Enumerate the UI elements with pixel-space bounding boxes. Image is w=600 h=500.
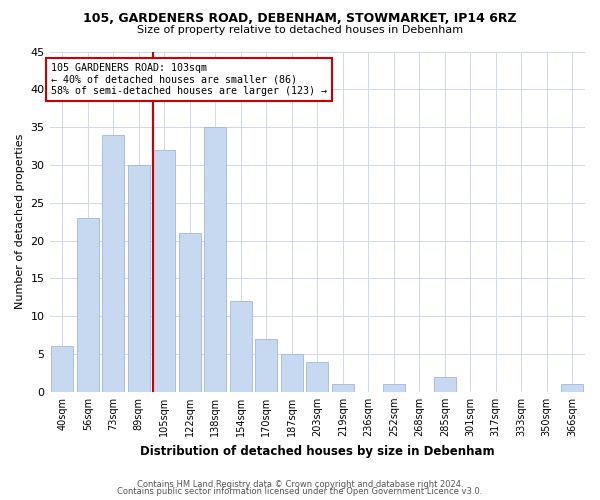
Text: 105, GARDENERS ROAD, DEBENHAM, STOWMARKET, IP14 6RZ: 105, GARDENERS ROAD, DEBENHAM, STOWMARKE… bbox=[83, 12, 517, 26]
Bar bbox=[307, 362, 328, 392]
Text: 105 GARDENERS ROAD: 103sqm
← 40% of detached houses are smaller (86)
58% of semi: 105 GARDENERS ROAD: 103sqm ← 40% of deta… bbox=[51, 63, 327, 96]
Text: Contains public sector information licensed under the Open Government Licence v3: Contains public sector information licen… bbox=[118, 487, 482, 496]
Bar bbox=[332, 384, 353, 392]
Bar bbox=[281, 354, 302, 392]
X-axis label: Distribution of detached houses by size in Debenham: Distribution of detached houses by size … bbox=[140, 444, 494, 458]
Bar bbox=[230, 301, 251, 392]
Text: Size of property relative to detached houses in Debenham: Size of property relative to detached ho… bbox=[137, 25, 463, 35]
Bar bbox=[434, 376, 455, 392]
Bar bbox=[103, 134, 124, 392]
Bar bbox=[52, 346, 73, 392]
Bar bbox=[562, 384, 583, 392]
Bar bbox=[128, 165, 149, 392]
Bar bbox=[383, 384, 404, 392]
Bar bbox=[77, 218, 98, 392]
Bar bbox=[205, 127, 226, 392]
Y-axis label: Number of detached properties: Number of detached properties bbox=[15, 134, 25, 310]
Bar bbox=[154, 150, 175, 392]
Bar bbox=[256, 339, 277, 392]
Bar bbox=[179, 233, 200, 392]
Text: Contains HM Land Registry data © Crown copyright and database right 2024.: Contains HM Land Registry data © Crown c… bbox=[137, 480, 463, 489]
